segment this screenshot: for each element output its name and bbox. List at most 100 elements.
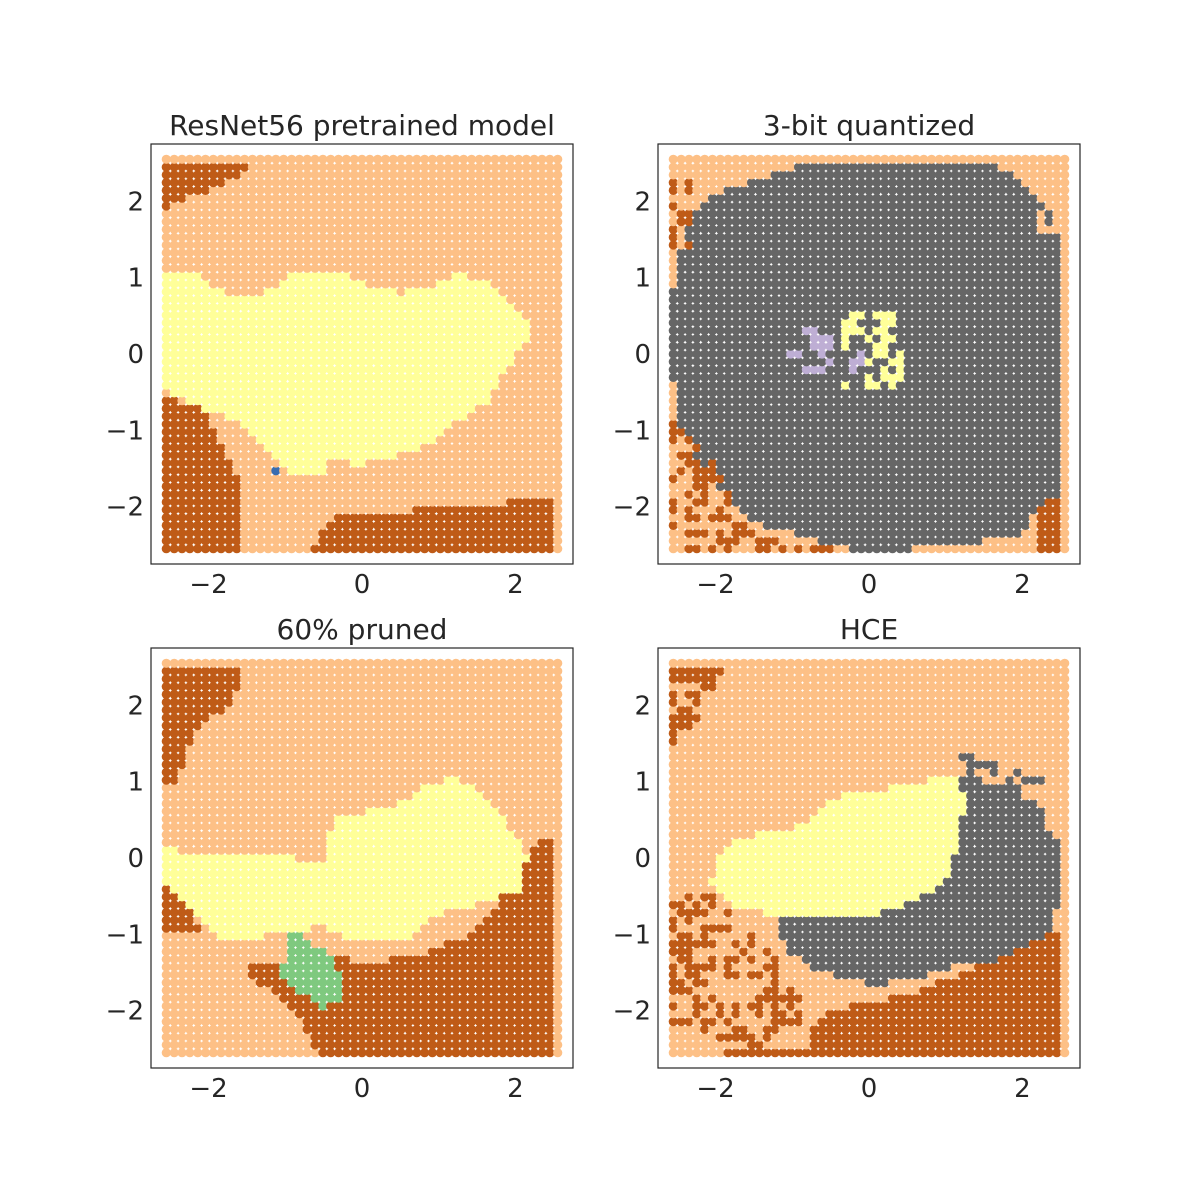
scatter-point (208, 505, 218, 515)
scatter-point (692, 154, 702, 164)
scatter-points (161, 154, 563, 554)
scatter-point (302, 209, 312, 219)
scatter-point (169, 318, 179, 328)
scatter-point (294, 427, 304, 437)
scatter-point (224, 318, 234, 328)
scatter-point (169, 466, 179, 476)
scatter-point (177, 403, 187, 414)
scatter-point (263, 224, 273, 234)
scatter-point (294, 170, 304, 180)
scatter-point (193, 279, 203, 289)
scatter-point (208, 513, 218, 523)
scatter-point (302, 419, 312, 429)
scatter-point (216, 326, 226, 336)
scatter-point (161, 217, 171, 227)
scatter-point (240, 419, 250, 429)
scatter-point (208, 528, 218, 538)
scatter-point (247, 528, 257, 538)
scatter-point (279, 380, 289, 390)
scatter-point (279, 536, 289, 546)
scatter-point (185, 481, 195, 491)
scatter-point (255, 271, 265, 281)
scatter-point (934, 154, 945, 164)
scatter-point (193, 520, 203, 531)
scatter-point (200, 419, 211, 429)
scatter-point (263, 544, 273, 554)
scatter-point (279, 185, 289, 195)
scatter-point (177, 411, 187, 421)
scatter-point (396, 154, 406, 164)
scatter-point (177, 388, 187, 398)
scatter-point (200, 154, 211, 164)
scatter-point (216, 528, 226, 538)
scatter-point (169, 528, 179, 538)
scatter-point (279, 232, 289, 242)
scatter-point (247, 372, 257, 382)
scatter-point (208, 536, 218, 546)
scatter-point (294, 481, 304, 491)
scatter-point (161, 162, 171, 172)
scatter-point (255, 388, 265, 398)
scatter-point (224, 349, 234, 359)
scatter-point (177, 372, 187, 382)
scatter-point (185, 294, 195, 305)
scatter-point (263, 403, 273, 414)
scatter-point (200, 544, 211, 554)
scatter-point (216, 513, 226, 523)
scatter-point (247, 403, 257, 414)
scatter-point (216, 357, 226, 367)
scatter-point (161, 193, 171, 203)
scatter-point (200, 217, 211, 227)
scatter-point (263, 263, 273, 273)
scatter-point (302, 170, 312, 180)
scatter-point (294, 466, 304, 476)
scatter-point (287, 279, 297, 289)
scatter-point (341, 154, 351, 164)
scatter-point (200, 372, 211, 382)
scatter-point (193, 224, 203, 234)
scatter-point (177, 302, 187, 312)
scatter-point (185, 458, 195, 468)
scatter-point (224, 240, 234, 250)
scatter-point (302, 435, 312, 445)
scatter-point (208, 427, 218, 437)
scatter-point (287, 411, 297, 421)
scatter-point (161, 372, 171, 382)
scatter-point (161, 349, 171, 359)
scatter-point (255, 185, 265, 195)
scatter-point (200, 294, 211, 305)
scatter-point (240, 536, 250, 546)
scatter-point (287, 466, 297, 476)
scatter-point (169, 403, 179, 414)
scatter-point (271, 154, 281, 164)
scatter-point (193, 193, 203, 203)
scatter-point (310, 209, 320, 219)
scatter-point (255, 528, 265, 538)
scatter-point (232, 224, 242, 234)
scatter-point (255, 287, 265, 297)
scatter-point (216, 279, 226, 289)
scatter-point (193, 248, 203, 258)
scatter-point (216, 318, 226, 328)
scatter-point (200, 193, 211, 203)
scatter-point (208, 185, 218, 195)
scatter-point (193, 489, 203, 499)
scatter-point (177, 318, 187, 328)
scatter-point (177, 520, 187, 531)
scatter-point (310, 489, 320, 499)
scatter-point (294, 520, 304, 531)
scatter-point (177, 380, 187, 390)
scatter-point (240, 287, 250, 297)
scatter-point (310, 154, 320, 164)
scatter-point (200, 178, 211, 188)
scatter-point (185, 162, 195, 172)
scatter-point (177, 474, 187, 484)
scatter-point (279, 520, 289, 531)
scatter-point (161, 403, 171, 414)
scatter-point (723, 154, 733, 164)
scatter-point (224, 162, 234, 172)
scatter-point (240, 318, 250, 328)
scatter-point (255, 458, 265, 468)
scatter-point (279, 294, 289, 305)
scatter-point (200, 536, 211, 546)
